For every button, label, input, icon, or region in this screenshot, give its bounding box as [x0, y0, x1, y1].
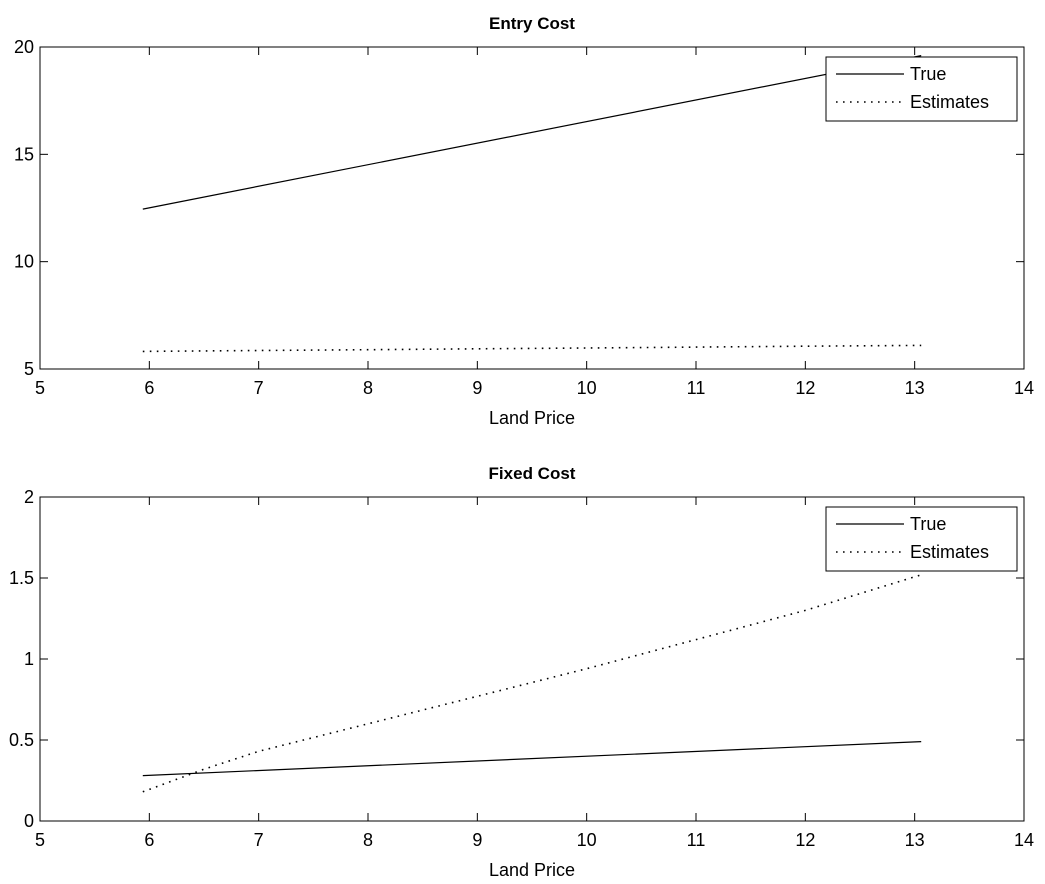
x-axis-label: Land Price — [489, 860, 575, 880]
chart-title: Fixed Cost — [489, 464, 576, 483]
x-tick-label: 11 — [687, 830, 706, 850]
x-tick-label: 7 — [254, 378, 264, 398]
series-line-estimates — [142, 344, 922, 353]
y-tick-label: 5 — [24, 359, 34, 379]
x-tick-label: 13 — [905, 378, 925, 398]
y-tick-label: 0 — [24, 811, 34, 831]
series-line-true — [142, 741, 922, 777]
series-line-true — [142, 55, 922, 210]
x-tick-label: 6 — [144, 378, 154, 398]
legend-label: Estimates — [910, 542, 989, 562]
y-tick-label: 0.5 — [9, 730, 34, 750]
x-tick-label: 14 — [1014, 830, 1034, 850]
legend: True Estimates — [825, 56, 1018, 122]
plot-area — [39, 46, 1025, 370]
y-tick-label: 20 — [14, 37, 34, 57]
series-line-estimates — [142, 574, 922, 793]
y-tick-label: 1 — [24, 649, 34, 669]
entry-cost-panel: Entry Cost 5 6 7 8 9 10 11 12 13 14 5 10 15 20 Land Pri… — [14, 14, 1034, 428]
fixed-cost-panel: Fixed Cost 5 6 7 8 9 10 11 12 13 14 0 0.5 1 1.5 2 Land P… — [9, 464, 1034, 880]
legend-label: True — [910, 514, 946, 534]
x-tick-label: 11 — [687, 378, 706, 398]
x-tick-label: 6 — [144, 830, 154, 850]
legend-label: True — [910, 64, 946, 84]
x-tick-label: 7 — [254, 830, 264, 850]
y-tick-label: 2 — [24, 487, 34, 507]
x-axis-label: Land Price — [489, 408, 575, 428]
x-tick-label: 12 — [795, 378, 815, 398]
y-tick-label: 10 — [14, 252, 34, 272]
x-tick-label: 5 — [35, 830, 45, 850]
x-tick-label: 8 — [363, 830, 373, 850]
x-tick-label: 8 — [363, 378, 373, 398]
x-tick-label: 9 — [472, 378, 482, 398]
x-tick-label: 5 — [35, 378, 45, 398]
legend-box — [825, 56, 1018, 122]
x-tick-label: 9 — [472, 830, 482, 850]
legend-label: Estimates — [910, 92, 989, 112]
x-tick-label: 14 — [1014, 378, 1034, 398]
x-tick-label: 10 — [577, 830, 597, 850]
y-tick-label: 15 — [14, 144, 34, 164]
y-tick-label: 1.5 — [9, 568, 34, 588]
x-tick-label: 13 — [905, 830, 925, 850]
x-tick-label: 10 — [577, 378, 597, 398]
chart-title: Entry Cost — [489, 14, 575, 33]
x-tick-label: 12 — [795, 830, 815, 850]
legend: True Estimates — [825, 506, 1018, 572]
legend-box — [825, 506, 1018, 572]
